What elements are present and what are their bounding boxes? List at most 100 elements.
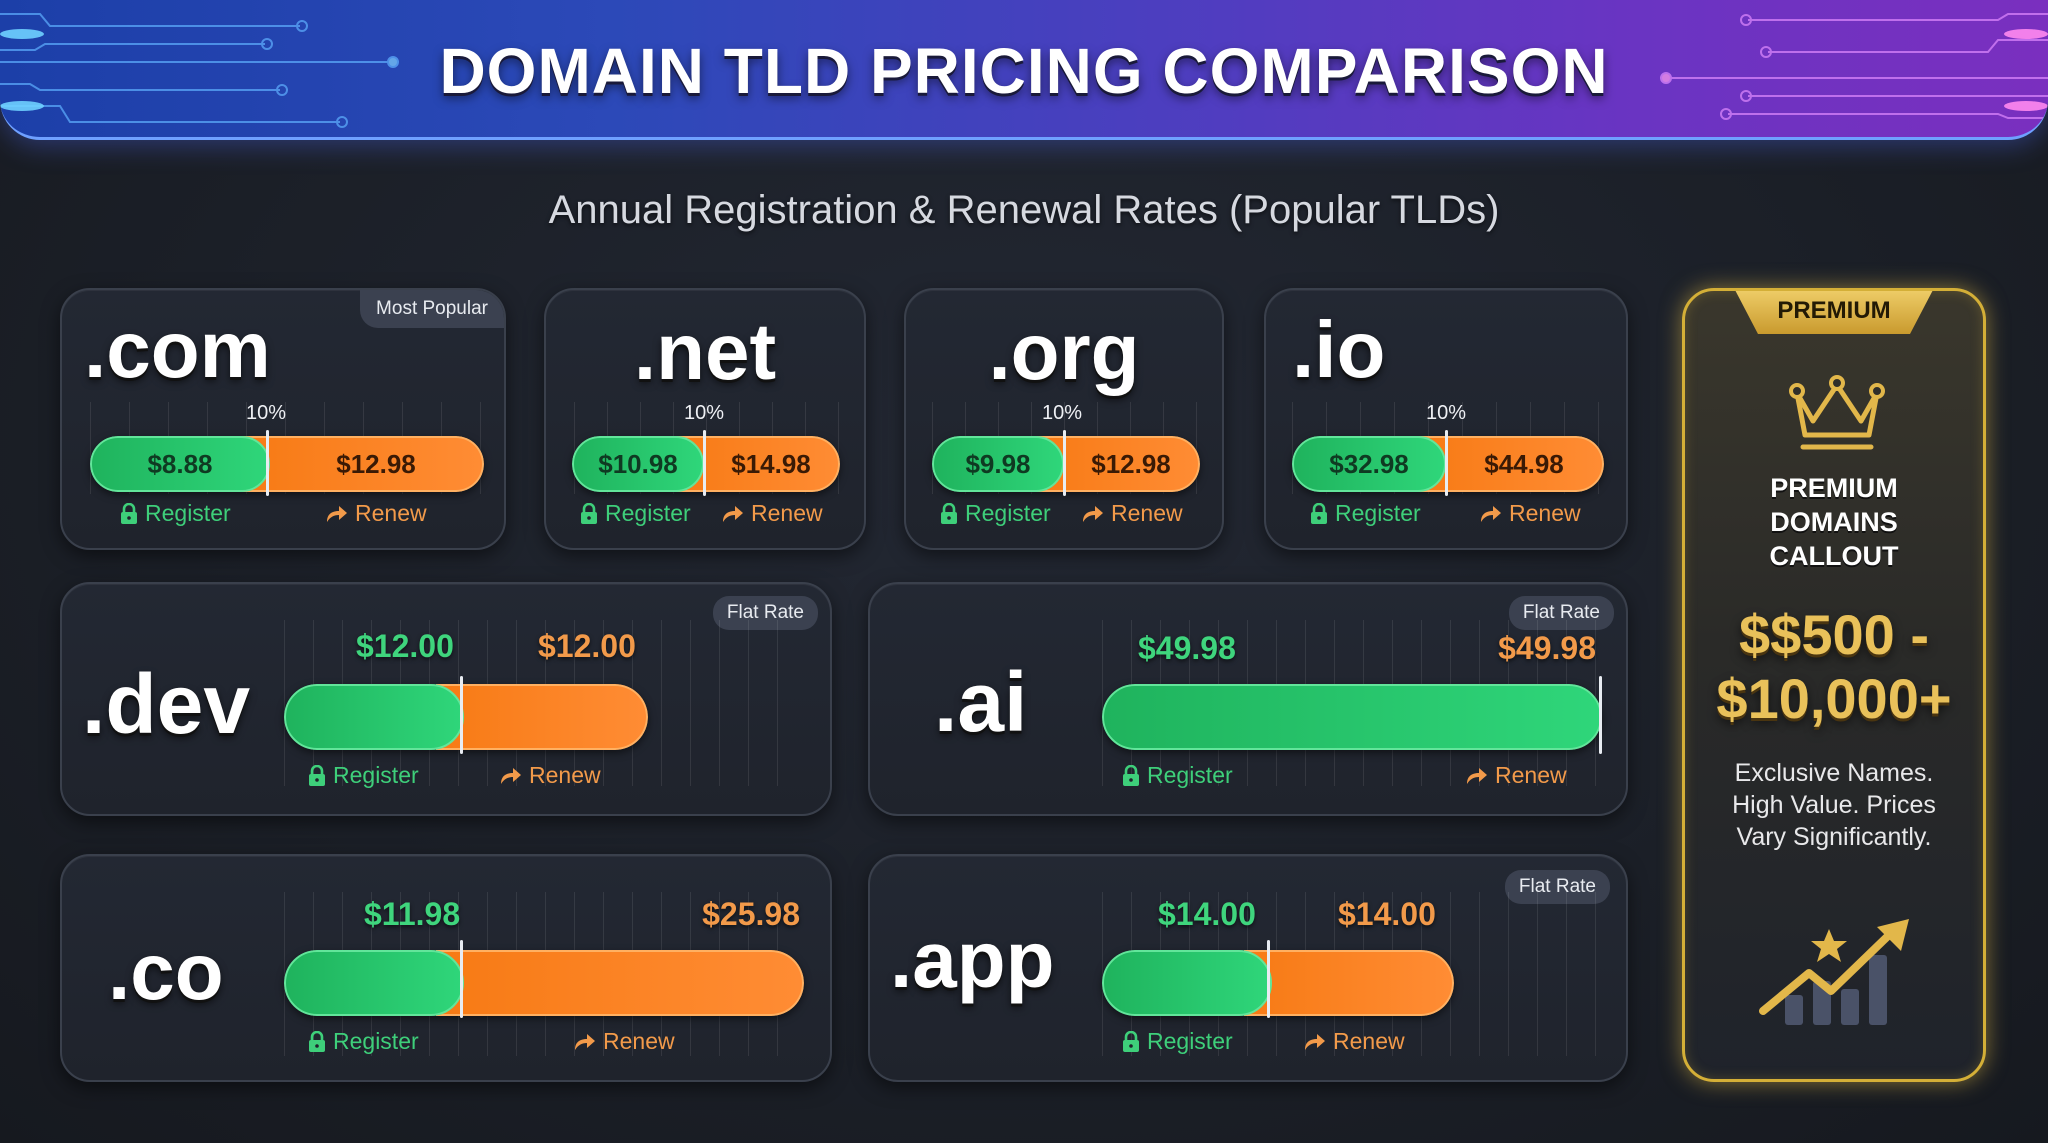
register-segment bbox=[1102, 950, 1272, 1016]
price-divider-marker bbox=[1063, 430, 1066, 496]
register-text: Register bbox=[605, 500, 691, 526]
renew-text: Renew bbox=[751, 500, 823, 526]
price-divider-marker bbox=[460, 940, 463, 1018]
price-divider-marker bbox=[1267, 940, 1270, 1018]
register-text: Register bbox=[1335, 500, 1421, 526]
renew-label: Renew bbox=[720, 500, 823, 527]
premium-desc-line: Vary Significantly. bbox=[1736, 823, 1932, 851]
lock-icon bbox=[941, 502, 957, 524]
register-price: $8.88 bbox=[90, 436, 270, 492]
register-price: $32.98 bbox=[1292, 436, 1446, 492]
tld-label: .com bbox=[84, 305, 271, 394]
flat-rate-badge: Flat Rate bbox=[1504, 870, 1610, 904]
premium-tab: PREMIUM bbox=[1734, 291, 1934, 334]
renew-arrow-icon bbox=[723, 505, 743, 522]
crown-icon bbox=[1789, 375, 1885, 450]
price-bar: $32.98 $44.98 bbox=[1292, 436, 1604, 492]
tld-label: .ai bbox=[934, 655, 1028, 749]
renew-text: Renew bbox=[1495, 762, 1567, 788]
price-bar: $9.98 $12.98 bbox=[932, 436, 1200, 492]
circuit-decoration-left-icon bbox=[0, 13, 399, 128]
renew-text: Renew bbox=[1333, 1028, 1405, 1054]
renew-arrow-icon bbox=[1305, 1033, 1325, 1050]
renew-text: Renew bbox=[1509, 500, 1581, 526]
renew-label: Renew bbox=[324, 500, 427, 527]
register-segment bbox=[1102, 684, 1602, 750]
premium-heading: PREMIUM DOMAINS CALLOUT bbox=[1685, 471, 1983, 573]
register-text: Register bbox=[145, 500, 231, 526]
price-bar bbox=[284, 684, 648, 750]
tld-label: .net bbox=[633, 307, 777, 396]
flat-rate-badge: Flat Rate bbox=[1508, 596, 1614, 630]
premium-heading-line: DOMAINS bbox=[1770, 507, 1898, 537]
renew-label: Renew bbox=[1080, 500, 1183, 527]
lock-icon bbox=[1123, 764, 1139, 786]
price-bar: $10.98 $14.98 bbox=[572, 436, 840, 492]
renew-price: $12.98 bbox=[242, 436, 484, 492]
renew-arrow-icon bbox=[1481, 505, 1501, 522]
tld-card-com: Most Popular .com 10% $8.88 $12.98 Regis… bbox=[60, 288, 506, 550]
lock-icon bbox=[581, 502, 597, 524]
lock-icon bbox=[1123, 1030, 1139, 1052]
most-popular-badge: Most Popular bbox=[360, 290, 504, 328]
lock-icon bbox=[309, 764, 325, 786]
price-divider-marker bbox=[266, 430, 269, 496]
premium-desc-line: High Value. Prices bbox=[1732, 791, 1936, 819]
page-title: DOMAIN TLD PRICING COMPARISON bbox=[439, 35, 1609, 107]
premium-callout-card: PREMIUM PREMIUM DOMAINS CALLOUT $$500 - … bbox=[1682, 288, 1986, 1082]
premium-heading-line: CALLOUT bbox=[1769, 541, 1899, 571]
increase-percent-label: 10% bbox=[1426, 402, 1467, 424]
register-segment bbox=[284, 950, 464, 1016]
renew-arrow-icon bbox=[575, 1033, 595, 1050]
price-divider-marker bbox=[703, 430, 706, 496]
register-price: $14.00 bbox=[1158, 896, 1256, 932]
renew-text: Renew bbox=[529, 762, 601, 788]
register-text: Register bbox=[1147, 762, 1233, 788]
renew-label: Renew bbox=[1464, 762, 1567, 789]
lock-icon bbox=[121, 502, 137, 524]
tld-card-io: .io 10% $32.98 $44.98 Register Renew bbox=[1264, 288, 1628, 550]
register-label: Register bbox=[1122, 762, 1233, 789]
tld-card-net: .net 10% $10.98 $14.98 Register Renew bbox=[544, 288, 866, 550]
premium-heading-line: PREMIUM bbox=[1770, 473, 1898, 503]
renew-segment bbox=[1244, 950, 1454, 1016]
tld-card-app: Flat Rate .app $14.00 $14.00 Register Re… bbox=[868, 854, 1628, 1082]
premium-price-line: $$500 - bbox=[1739, 603, 1929, 666]
price-bar bbox=[1102, 684, 1602, 750]
register-label: Register bbox=[120, 500, 231, 527]
page-subtitle: Annual Registration & Renewal Rates (Pop… bbox=[548, 188, 1500, 232]
renew-arrow-icon bbox=[327, 505, 347, 522]
register-label: Register bbox=[308, 1028, 419, 1055]
register-segment bbox=[284, 684, 464, 750]
renew-label: Renew bbox=[1478, 500, 1581, 527]
renew-text: Renew bbox=[1111, 500, 1183, 526]
register-text: Register bbox=[333, 762, 419, 788]
register-price: $9.98 bbox=[932, 436, 1064, 492]
price-bar bbox=[1102, 950, 1454, 1016]
renew-text: Renew bbox=[355, 500, 427, 526]
increase-percent-label: 10% bbox=[684, 402, 725, 424]
increase-percent-label: 10% bbox=[1042, 402, 1083, 424]
price-bar bbox=[284, 950, 804, 1016]
price-bar: $8.88 $12.98 bbox=[90, 436, 484, 492]
premium-desc-line: Exclusive Names. bbox=[1734, 759, 1934, 787]
renew-label: Renew bbox=[498, 762, 601, 789]
premium-description: Exclusive Names. High Value. Prices Vary… bbox=[1685, 757, 1983, 853]
tld-card-ai: Flat Rate .ai $49.98 $49.98 Register Ren… bbox=[868, 582, 1628, 816]
tld-label: .org bbox=[988, 307, 1140, 396]
renew-segment bbox=[436, 684, 648, 750]
renew-text: Renew bbox=[603, 1028, 675, 1054]
register-price: $49.98 bbox=[1138, 630, 1236, 666]
register-label: Register bbox=[308, 762, 419, 789]
renew-label: Renew bbox=[1302, 1028, 1405, 1055]
register-label: Register bbox=[1310, 500, 1421, 527]
premium-price-line: $10,000+ bbox=[1716, 667, 1952, 730]
renew-label: Renew bbox=[572, 1028, 675, 1055]
renew-price: $25.98 bbox=[702, 896, 800, 932]
tld-label: .io bbox=[1292, 305, 1386, 394]
tld-label: .co bbox=[108, 927, 224, 1016]
renew-arrow-icon bbox=[501, 767, 521, 784]
increase-percent-label: 10% bbox=[246, 402, 287, 424]
register-text: Register bbox=[965, 500, 1051, 526]
tld-label: .dev bbox=[82, 657, 251, 751]
